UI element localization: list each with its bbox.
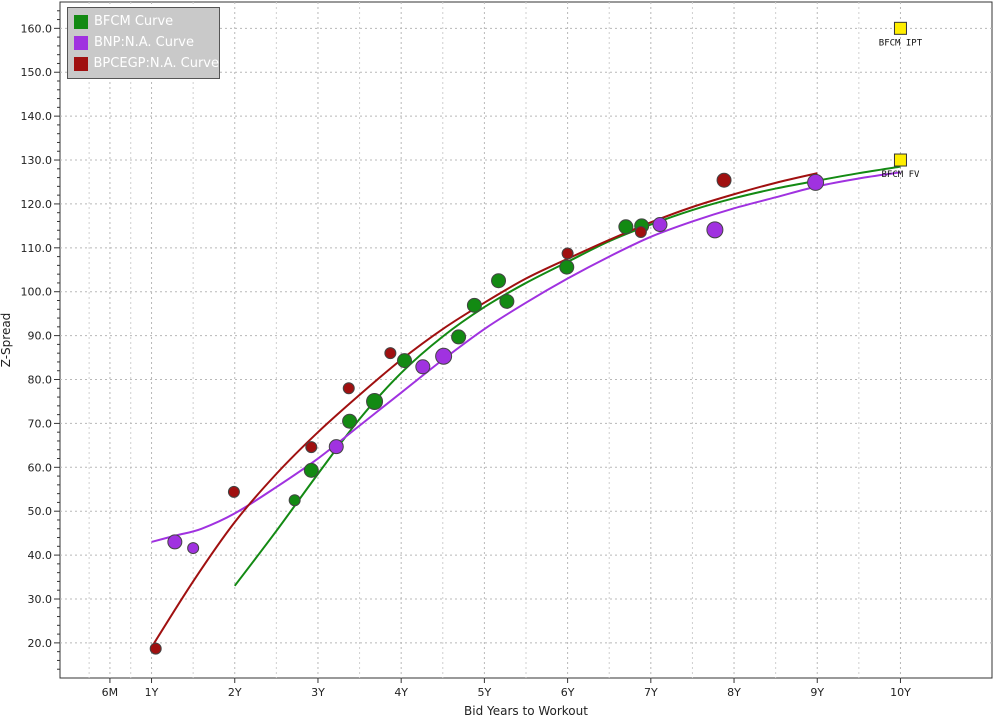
x-tick-label: 1Y xyxy=(145,686,159,699)
x-tick-label: 7Y xyxy=(644,686,658,699)
annotations: BFCM IPT BFCM FV xyxy=(879,21,923,180)
y-tick-label: 130.0 xyxy=(21,154,53,167)
x-tick-label: 2Y xyxy=(228,686,242,699)
data-point-bpcegp xyxy=(634,226,647,239)
y-tick-label: 80.0 xyxy=(28,374,53,387)
y-tick-label: 30.0 xyxy=(28,593,53,606)
y-tick-label: 40.0 xyxy=(28,549,53,562)
legend-item-bfcm[interactable]: BFCM Curve xyxy=(74,11,219,32)
axes: 6M 1Y 2Y 3Y 4Y 5Y 6Y 7Y 8Y 9Y 10Y 20.0 30.0 40.0 50.0 6… xyxy=(21,10,911,699)
data-point-bnp xyxy=(652,217,668,233)
data-point-bnp xyxy=(435,347,453,365)
data-point-bpcegp xyxy=(305,441,318,454)
annotation-label: BFCM IPT xyxy=(879,38,923,48)
y-axis-title: Z-Spread xyxy=(0,313,13,368)
data-point-bfcm xyxy=(397,353,413,369)
legend-swatch-bfcm xyxy=(74,14,88,29)
y-tick-label: 150.0 xyxy=(21,66,53,79)
data-point-bfcm xyxy=(499,293,515,309)
x-tick-label: 10Y xyxy=(890,686,911,699)
data-point-bfcm xyxy=(288,494,301,507)
data-point-bnp xyxy=(187,542,200,555)
data-point-bfcm xyxy=(366,392,384,410)
legend-item-bnp[interactable]: BNP:N.A. Curve xyxy=(74,32,219,53)
data-point-bnp xyxy=(328,439,344,455)
y-tick-label: 120.0 xyxy=(21,198,53,211)
y-tick-label: 100.0 xyxy=(21,286,53,299)
x-tick-label: 6M xyxy=(102,686,119,699)
annotation-marker xyxy=(893,21,907,35)
data-point-bfcm xyxy=(451,329,467,345)
x-tick-label: 5Y xyxy=(478,686,492,699)
data-point-bfcm xyxy=(342,413,358,429)
y-tick-label: 160.0 xyxy=(21,22,53,35)
annotation-label: BFCM FV xyxy=(881,170,920,180)
x-tick-label: 4Y xyxy=(394,686,408,699)
data-point-bpcegp xyxy=(716,172,732,188)
x-tick-label: 6Y xyxy=(561,686,575,699)
data-point-bfcm xyxy=(466,297,482,313)
data-point-bfcm xyxy=(559,259,575,275)
data-point-bpcegp xyxy=(342,382,355,395)
plot-area xyxy=(59,1,993,679)
y-tick-label: 50.0 xyxy=(28,505,53,518)
y-tick-label: 90.0 xyxy=(28,330,53,343)
data-point-bfcm xyxy=(491,273,507,289)
annotation-marker xyxy=(893,153,907,167)
data-point-bnp xyxy=(807,173,825,191)
legend-swatch-bnp xyxy=(74,35,88,50)
x-tick-label: 8Y xyxy=(727,686,741,699)
y-tick-label: 60.0 xyxy=(28,461,53,474)
legend-swatch-bpcegp xyxy=(74,56,88,71)
data-point-bpcegp xyxy=(384,347,397,360)
legend-item-bpcegp[interactable]: BPCEGP:N.A. Curve xyxy=(74,53,219,74)
x-axis-title: Bid Years to Workout xyxy=(464,704,588,718)
data-point-bpcegp xyxy=(227,485,240,498)
curve-line-bpcegp xyxy=(150,172,818,648)
x-tick-label: 3Y xyxy=(311,686,325,699)
legend-label-bfcm: BFCM Curve xyxy=(94,14,174,29)
curve-line-bnp xyxy=(151,171,901,543)
data-points xyxy=(149,172,825,655)
y-tick-label: 110.0 xyxy=(21,242,53,255)
y-tick-label: 20.0 xyxy=(28,637,53,650)
data-point-bnp xyxy=(167,534,183,550)
legend: BFCM Curve BNP:N.A. Curve BPCEGP:N.A. Cu… xyxy=(67,7,220,79)
data-point-bnp xyxy=(706,221,724,239)
legend-label-bnp: BNP:N.A. Curve xyxy=(94,35,195,50)
y-tick-label: 70.0 xyxy=(28,417,53,430)
legend-label-bpcegp: BPCEGP:N.A. Curve xyxy=(93,56,219,71)
data-point-bpcegp xyxy=(149,642,162,655)
data-point-bpcegp xyxy=(561,247,574,260)
x-tick-label: 9Y xyxy=(810,686,824,699)
data-point-bfcm xyxy=(303,462,319,478)
data-point-bfcm xyxy=(618,219,634,235)
y-tick-label: 140.0 xyxy=(21,110,53,123)
data-point-bnp xyxy=(415,359,431,375)
